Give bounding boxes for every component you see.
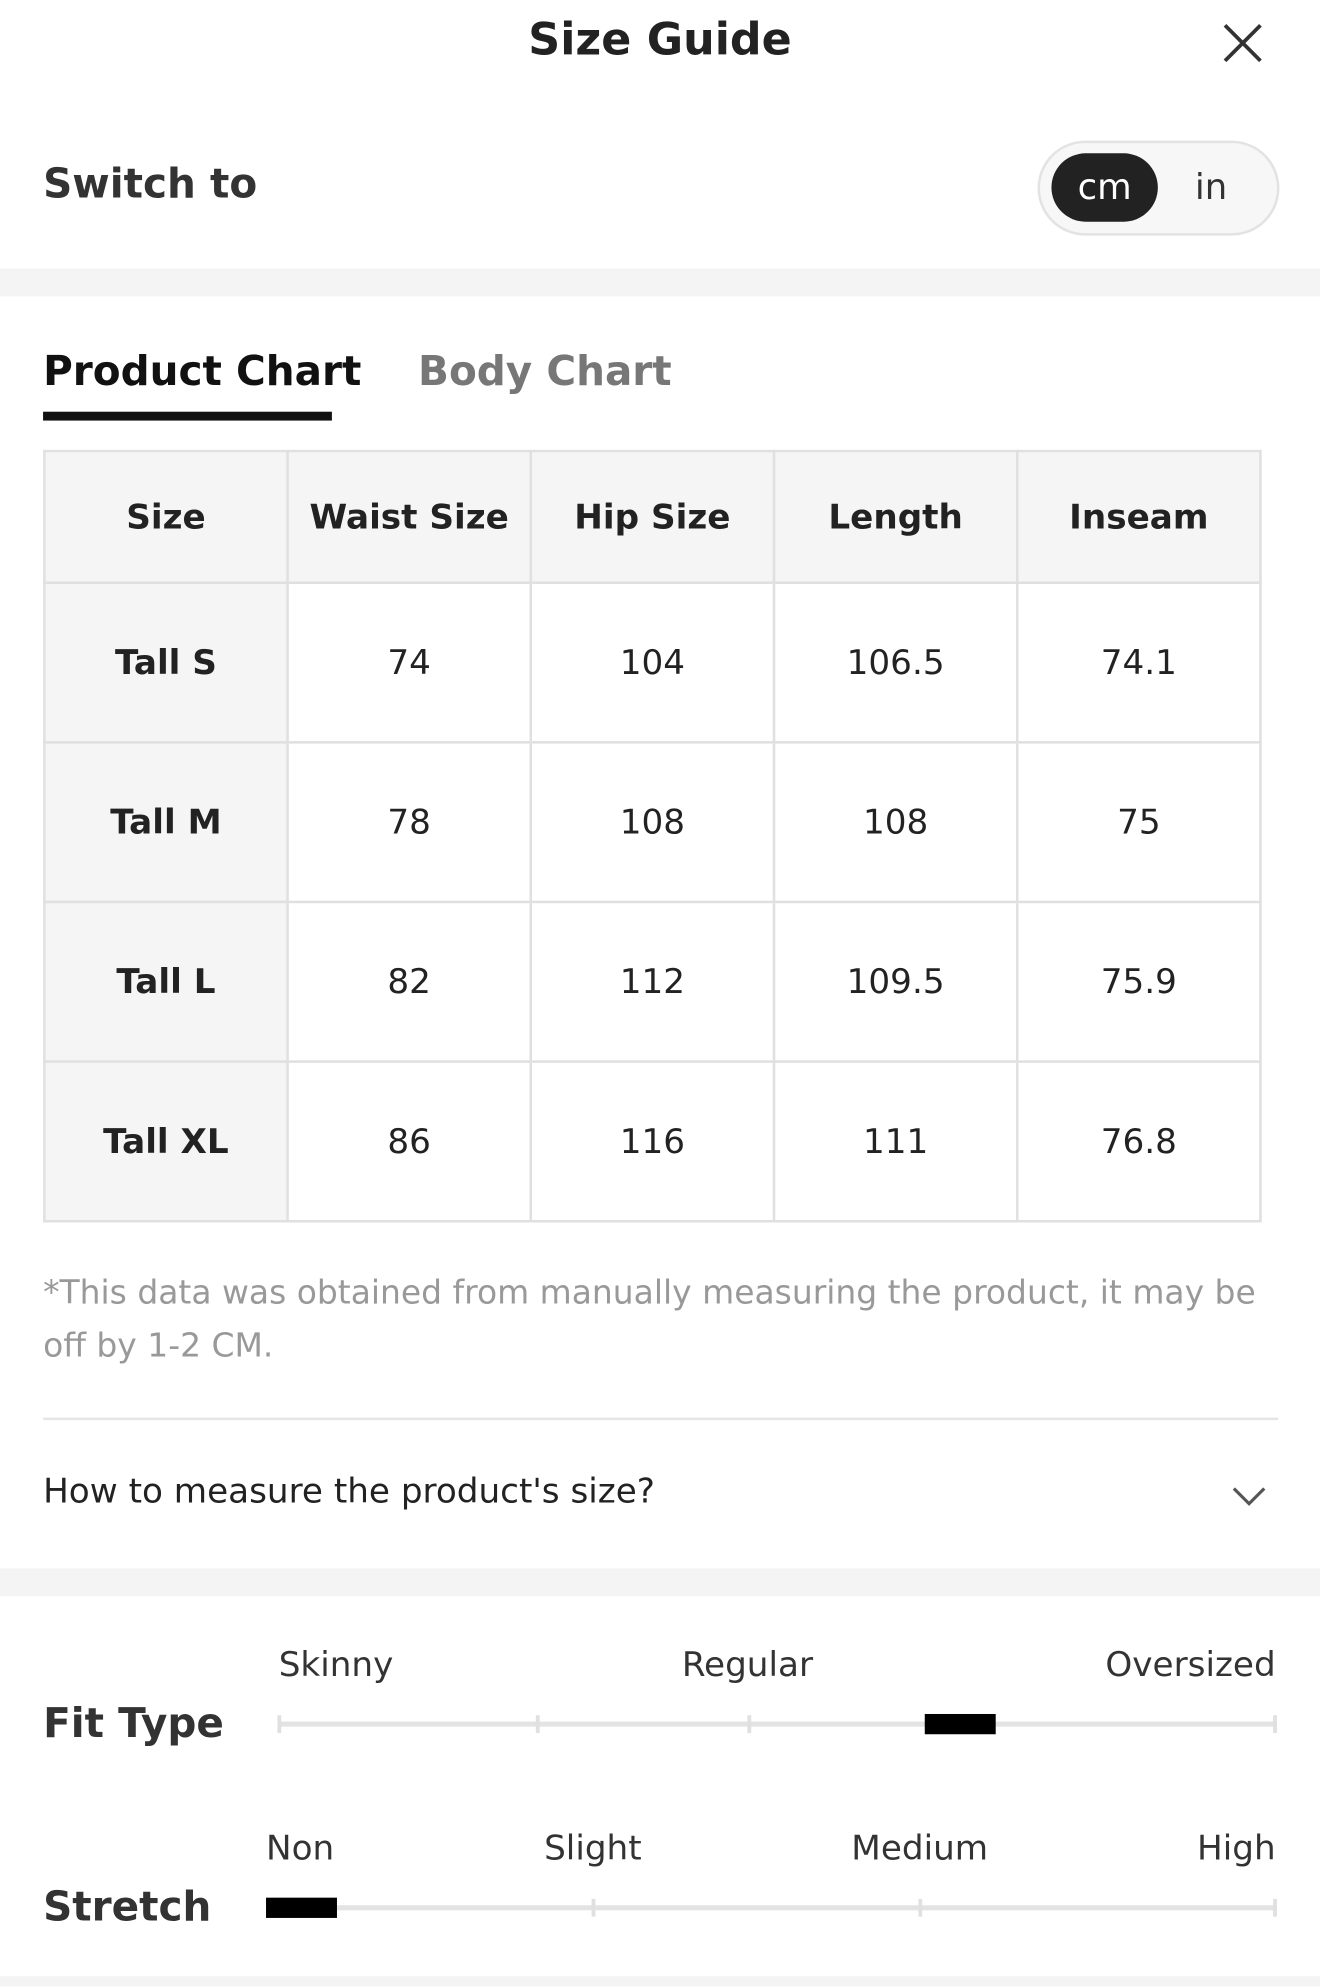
value-cell: 109.5 — [772, 900, 1019, 1063]
value-cell: 82 — [286, 900, 533, 1063]
scale-tick — [535, 1715, 540, 1733]
separator — [0, 1976, 1320, 1987]
title: Size Guide — [528, 15, 792, 66]
value-cell: 74 — [286, 581, 533, 744]
scale-tick-label: Non — [266, 1829, 335, 1869]
value-cell: 74.1 — [1015, 581, 1262, 744]
value-cell: 116 — [529, 1060, 776, 1223]
scale-tick — [591, 1898, 596, 1917]
scale-tick-label: Slight — [544, 1829, 642, 1869]
value-cell: 108 — [772, 741, 1019, 904]
scale-marker — [266, 1897, 337, 1918]
scale-tick — [1273, 1715, 1277, 1733]
tab[interactable]: Body Chart — [418, 347, 672, 396]
scale-tick-label: Oversized — [1105, 1645, 1276, 1685]
size-cell: Tall S — [43, 581, 289, 744]
divider — [43, 1417, 1279, 1421]
scale-tick-label: Regular — [681, 1645, 814, 1685]
scale-tick — [1273, 1898, 1277, 1917]
tab-underline — [43, 411, 332, 421]
scale-tick-label: Skinny — [278, 1645, 394, 1685]
faq-question[interactable]: How to measure the product's size? — [43, 1472, 655, 1512]
chevron — [1232, 1487, 1266, 1506]
separator — [0, 1568, 1320, 1597]
value-cell: 76.8 — [1015, 1060, 1262, 1223]
scale-label: Stretch — [43, 1882, 212, 1931]
value-cell: 78 — [286, 741, 533, 904]
value-cell: 75 — [1015, 741, 1262, 904]
scale-track — [278, 1721, 1277, 1727]
value-cell: 104 — [529, 581, 776, 744]
column-header: Size — [43, 449, 289, 584]
switch-label: Switch to — [43, 159, 258, 208]
value-cell: 106.5 — [772, 581, 1019, 744]
close-button[interactable] — [1221, 22, 1264, 65]
size-cell: Tall XL — [43, 1060, 289, 1223]
scale-tick-label: High — [1197, 1829, 1276, 1869]
size-cell: Tall M — [43, 741, 289, 904]
separator — [0, 268, 1320, 297]
unit-option[interactable]: in — [1194, 165, 1228, 208]
note: *This data was obtained from manually me… — [43, 1274, 1256, 1366]
table-row: Tall M 78 108 108 75 — [43, 741, 1262, 904]
scale-tick — [747, 1715, 752, 1733]
unit-option[interactable]: cm — [1051, 153, 1158, 222]
size-table: Size Waist Size Hip Size Length Inseam Tall S… — [43, 449, 1262, 1223]
scale-marker — [924, 1713, 996, 1735]
scale-tick — [918, 1898, 923, 1917]
value-cell: 111 — [772, 1060, 1019, 1223]
scale-tick-label: Medium — [851, 1829, 989, 1869]
value-cell: 108 — [529, 741, 776, 904]
value-cell: 75.9 — [1015, 900, 1262, 1063]
scale-track — [266, 1905, 1277, 1911]
tab-active[interactable]: Product Chart — [43, 347, 362, 396]
scale-tick — [277, 1715, 282, 1733]
column-header: Waist Size — [286, 449, 533, 584]
column-header: Inseam — [1015, 449, 1262, 584]
table-container: Size Waist Size Hip Size Length Inseam Tall S… — [43, 449, 1277, 1225]
table-row: Tall S 74 104 106.5 74.1 — [43, 581, 1262, 744]
size-cell: Tall L — [43, 900, 289, 1063]
table-row: Tall L 82 112 109.5 75.9 — [43, 900, 1262, 1063]
header-row: Size Waist Size Hip Size Length Inseam — [43, 449, 1262, 584]
column-header: Hip Size — [529, 449, 776, 584]
value-cell: 112 — [529, 900, 776, 1063]
column-header: Length — [772, 449, 1019, 584]
scale-label: Fit Type — [43, 1698, 224, 1747]
table-row: Tall XL 86 116 111 76.8 — [43, 1060, 1262, 1223]
value-cell: 86 — [286, 1060, 533, 1223]
